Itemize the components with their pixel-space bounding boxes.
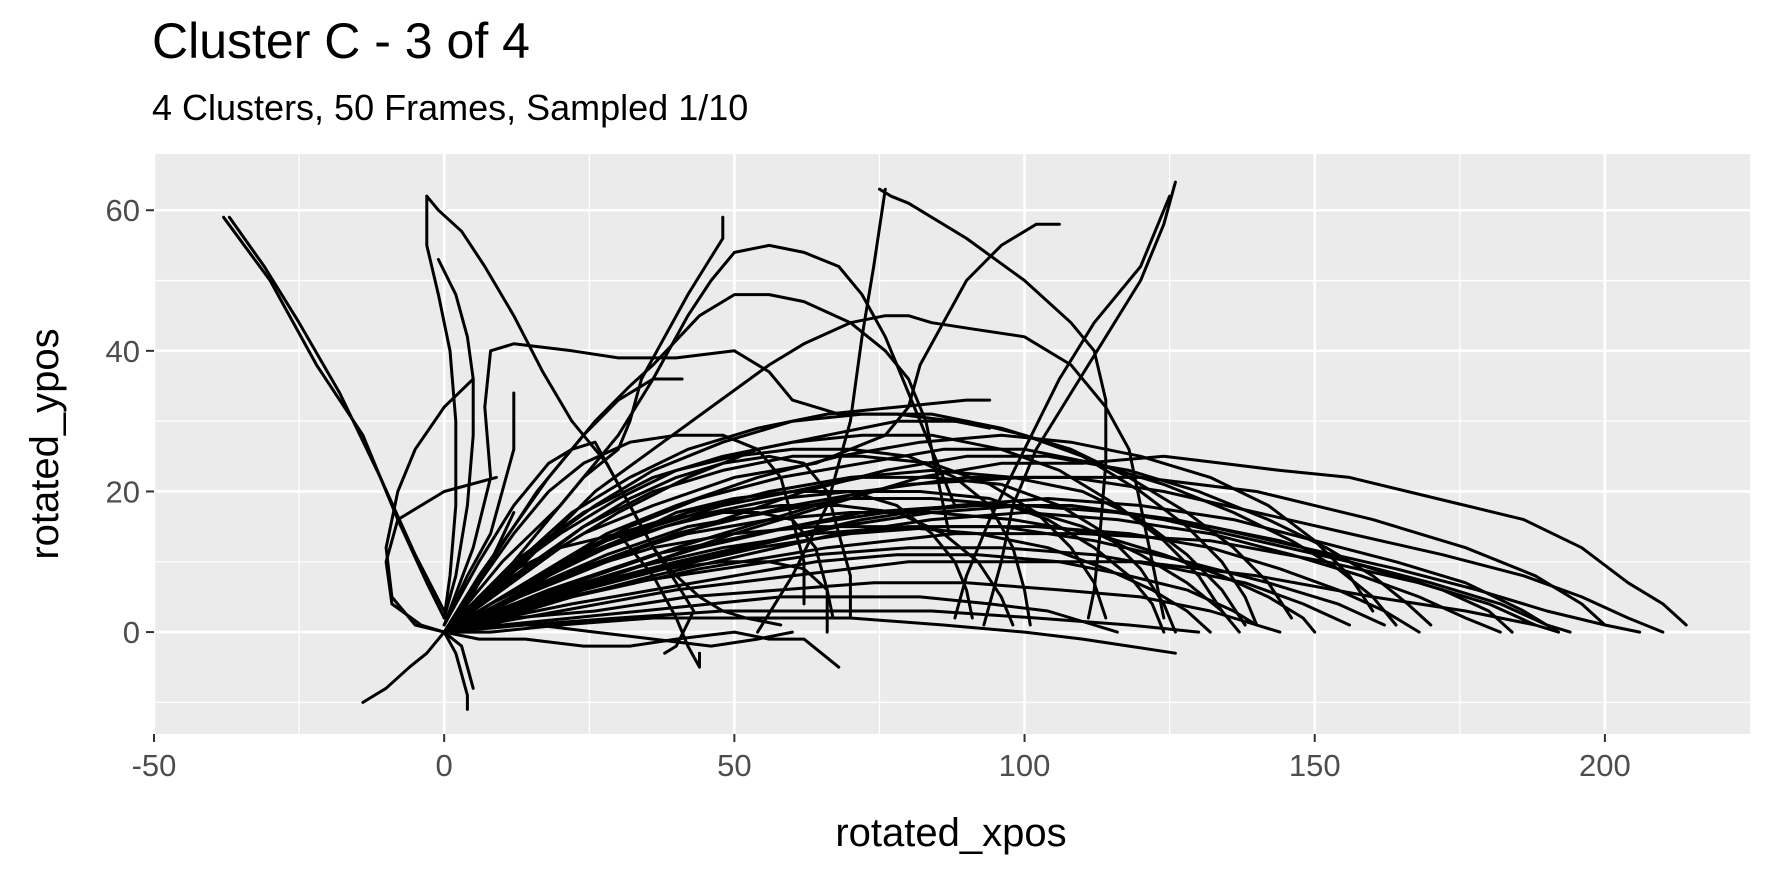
chart-title: Cluster C - 3 of 4 [152, 13, 530, 69]
y-axis-title: rotated_ypos [23, 328, 67, 559]
x-tick-label: 100 [999, 748, 1051, 783]
series-line-65 [442, 532, 1537, 634]
series-line-8 [442, 630, 469, 711]
series-line-31 [442, 497, 1560, 634]
series-line-47 [442, 560, 835, 634]
series-line-23 [982, 180, 1177, 627]
series-line-52 [442, 433, 806, 634]
x-axis-ticks: -50 0 50 100 150 200 [132, 734, 1631, 783]
x-tick-label: 200 [1579, 748, 1631, 783]
x-tick-label: -50 [132, 748, 177, 783]
series-line-15 [442, 215, 725, 634]
series-line-17 [442, 293, 951, 634]
series-line-42 [442, 581, 1282, 634]
series-line-64 [442, 560, 1560, 634]
series-line-48 [442, 490, 1166, 634]
series-line-62 [442, 433, 1224, 634]
x-tick-label: 50 [717, 748, 751, 783]
series-line-12 [442, 391, 516, 627]
y-tick-label: 0 [123, 615, 140, 650]
series-line-45 [442, 454, 852, 634]
series-line-61 [442, 525, 1386, 634]
series-line-5 [436, 258, 475, 620]
series-line-56 [442, 497, 1241, 634]
y-axis-ticks: 0 20 40 60 [106, 193, 154, 650]
chart-subtitle: 4 Clusters, 50 Frames, Sampled 1/10 [152, 87, 749, 128]
series-line-4 [425, 194, 458, 620]
series-line-19 [442, 314, 1166, 634]
series-line-6 [384, 377, 475, 634]
series-line-41 [442, 553, 1259, 634]
series-line-50 [442, 468, 1247, 634]
series-line-7 [384, 475, 498, 634]
x-axis-title: rotated_xpos [835, 811, 1066, 855]
series-line-38 [442, 419, 1259, 634]
series-line-2 [227, 215, 446, 613]
y-tick-label: 40 [106, 334, 140, 369]
y-tick-label: 60 [106, 193, 140, 228]
series-line-59 [442, 475, 1607, 634]
series-line-57 [442, 595, 1119, 634]
series-line-9 [442, 630, 475, 690]
major-gridlines [152, 154, 1750, 734]
series-line-25 [442, 630, 841, 669]
series-line-63 [442, 623, 794, 648]
y-tick-label: 20 [106, 474, 140, 509]
series-lines [222, 180, 1688, 711]
series-line-18 [442, 243, 957, 634]
x-tick-label: 0 [436, 748, 453, 783]
plot-panel [154, 154, 1750, 734]
series-line-58 [442, 454, 1108, 634]
series-line-1 [222, 215, 446, 620]
x-tick-label: 150 [1289, 748, 1341, 783]
